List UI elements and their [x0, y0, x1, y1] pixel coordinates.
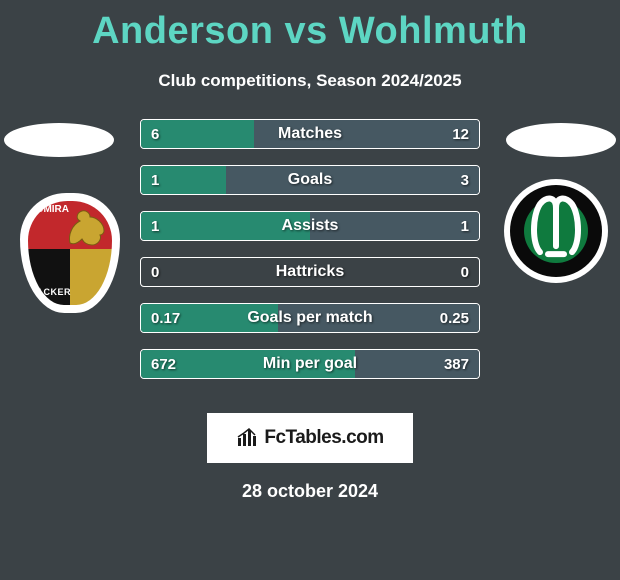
player-left-name: Anderson [92, 10, 273, 52]
admira-crest: ADMIRA WACKER [20, 193, 120, 313]
stat-row: Assists11 [140, 211, 480, 241]
page-title: Anderson vs Wohlmuth [0, 0, 620, 53]
bars-chart-icon [236, 428, 260, 448]
stat-fill-left [141, 166, 226, 194]
stat-label: Hattricks [141, 258, 479, 286]
subtitle: Club competitions, Season 2024/2025 [0, 71, 620, 91]
site-badge-text: FcTables.com [264, 427, 383, 449]
left-club-badge: ADMIRA WACKER [20, 193, 120, 313]
stat-fill-right [226, 166, 480, 194]
right-club-badge [504, 179, 612, 287]
stat-value-left: 0 [141, 258, 169, 286]
comparison-zone: ADMIRA WACKER Matches612 Goals13 Assists11… [0, 119, 620, 399]
footer-date: 28 october 2024 [0, 481, 620, 502]
vs-text: vs [285, 10, 328, 52]
stat-row: Matches612 [140, 119, 480, 149]
stat-fill-left [141, 120, 254, 148]
stat-fill-left [141, 350, 355, 378]
stat-row: Goals13 [140, 165, 480, 195]
stat-fill-left [141, 212, 310, 240]
left-ellipse-decor [4, 123, 114, 157]
stat-fill-right [355, 350, 479, 378]
stat-bars: Matches612 Goals13 Assists11 Hattricks0 0 Goa… [140, 119, 480, 395]
admira-text-bottom: WACKER [28, 287, 70, 297]
stat-fill-right [310, 212, 479, 240]
stat-row: Min per goal672387 [140, 349, 480, 379]
dragon-icon [64, 207, 108, 249]
stat-fill-left [141, 304, 278, 332]
stat-fill-right [278, 304, 479, 332]
stat-row: Goals per match0.170.25 [140, 303, 480, 333]
ried-crest [504, 179, 608, 283]
site-badge[interactable]: FcTables.com [207, 413, 413, 463]
player-right-name: Wohlmuth [339, 10, 528, 52]
ried-monogram-icon [526, 194, 586, 265]
stat-value-right: 0 [451, 258, 479, 286]
right-ellipse-decor [506, 123, 616, 157]
stat-fill-right [254, 120, 479, 148]
stat-row: Hattricks0 0 [140, 257, 480, 287]
